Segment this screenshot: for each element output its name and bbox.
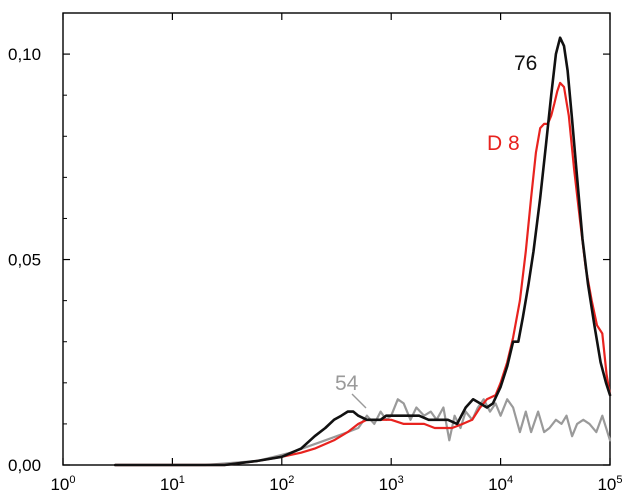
- x-tick-exponent: 4: [507, 474, 513, 486]
- x-tick-label: 102: [269, 474, 294, 494]
- annotation-layer: 76 D 8 54: [335, 52, 537, 409]
- series-layer: [113, 36, 612, 467]
- x-tick-exponent: 5: [616, 474, 622, 486]
- series-line-d-8: [114, 81, 612, 467]
- x-tick-base: 10: [379, 475, 398, 494]
- x-tick-label: 105: [597, 474, 622, 494]
- plot-area: [62, 12, 611, 466]
- series-label-76: 76: [514, 52, 537, 75]
- series-label-54: 54: [335, 372, 359, 395]
- x-tick-exponent: 2: [288, 474, 294, 486]
- y-tick-label: 0,10: [8, 45, 41, 64]
- x-tick-exponent: 1: [179, 474, 185, 486]
- series-line-76: [113, 36, 612, 467]
- series-line-54: [114, 398, 612, 467]
- x-tick-base: 10: [488, 475, 507, 494]
- x-tick-label: 103: [379, 474, 404, 494]
- x-axis: 100 101 102 103 104 105: [50, 13, 623, 494]
- y-axis: 0,00 0,05 0,10: [8, 12, 610, 475]
- x-tick-base: 10: [50, 475, 69, 494]
- annotation-leader-54: [351, 393, 367, 409]
- x-tick-label: 100: [50, 474, 75, 494]
- series-label-d-8: D 8: [487, 132, 520, 155]
- y-tick-label: 0,05: [8, 251, 41, 270]
- x-tick-base: 10: [597, 475, 616, 494]
- x-tick-base: 10: [269, 475, 288, 494]
- plot-frame: [62, 12, 611, 466]
- x-tick-base: 10: [160, 475, 179, 494]
- x-tick-exponent: 3: [398, 474, 404, 486]
- y-tick-label: 0,00: [8, 456, 41, 475]
- x-tick-label: 104: [488, 474, 513, 494]
- x-tick-exponent: 0: [69, 474, 75, 486]
- x-tick-label: 101: [160, 474, 185, 494]
